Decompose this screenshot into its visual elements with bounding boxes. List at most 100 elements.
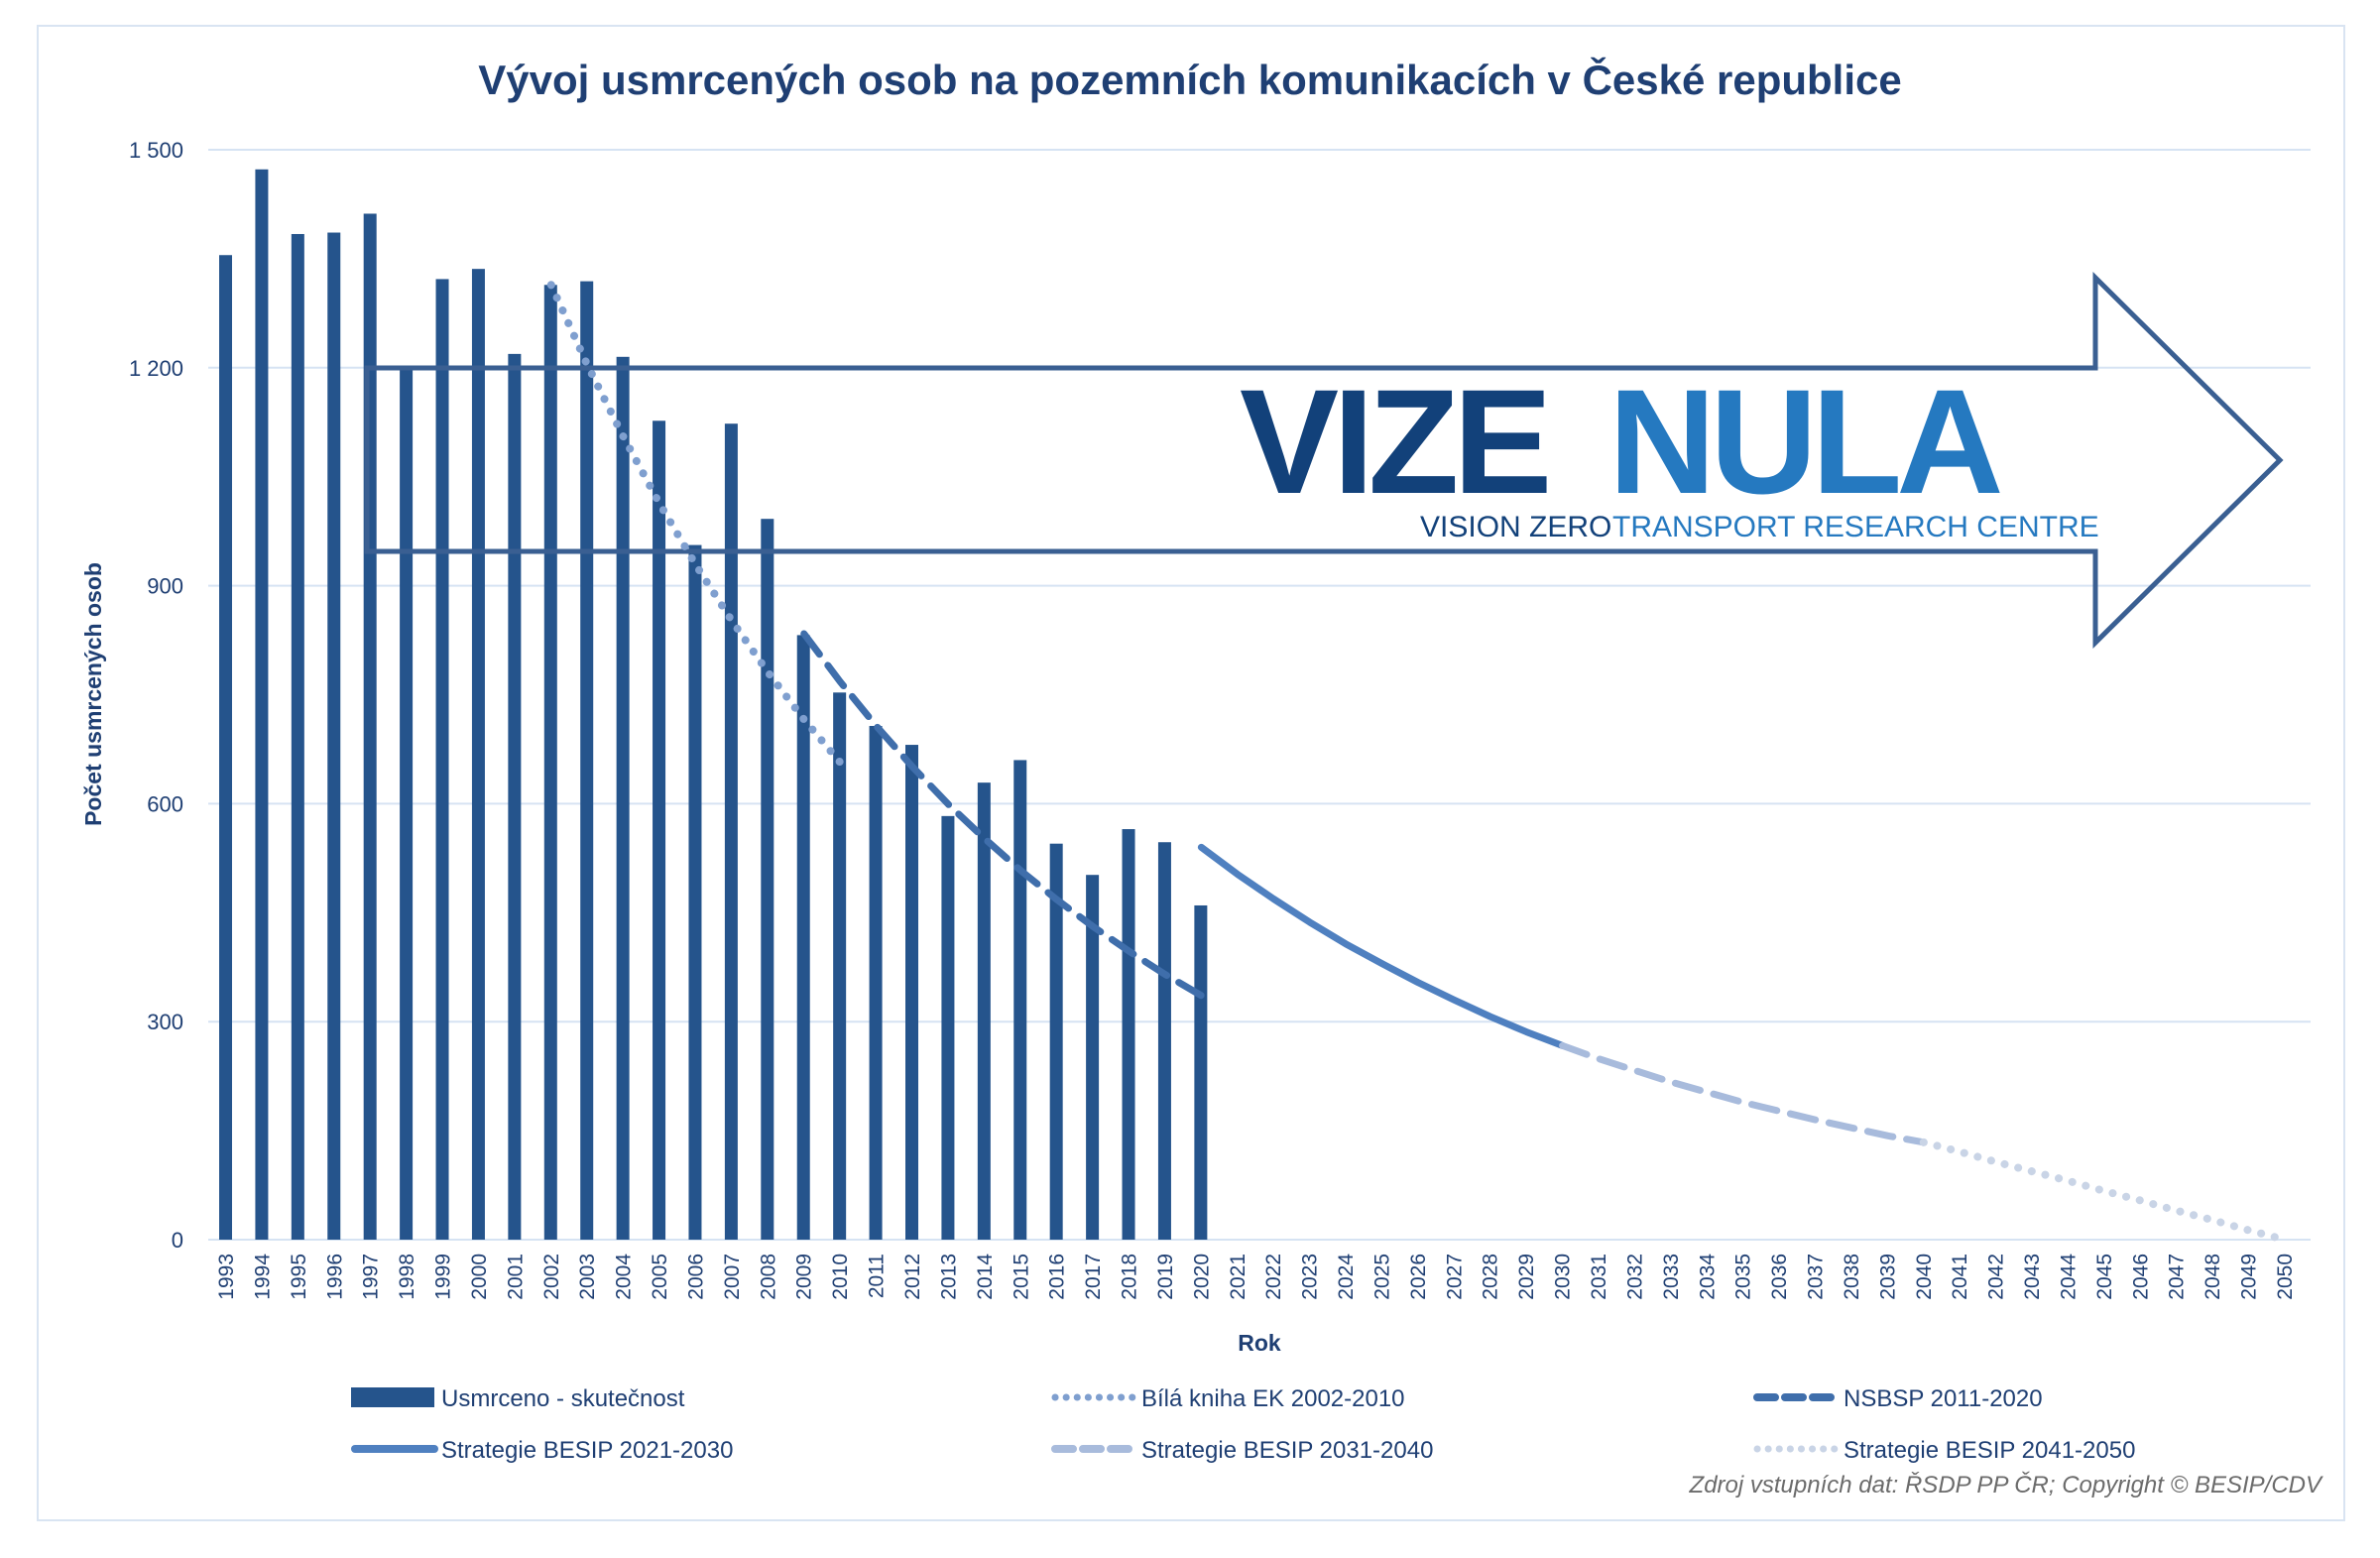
gridlines bbox=[208, 149, 2311, 1241]
legend-label: Strategie BESIP 2031-2040 bbox=[1141, 1437, 1433, 1464]
bar-1995 bbox=[291, 233, 304, 1241]
bar-2017 bbox=[1086, 875, 1100, 1240]
bar-2005 bbox=[653, 420, 666, 1240]
x-tick-label: 1994 bbox=[251, 1254, 274, 1300]
x-tick-label: 2012 bbox=[901, 1254, 924, 1300]
x-tick-label: 2017 bbox=[1082, 1254, 1105, 1300]
vize-nula-logo: VIZE NULA VISION ZERO TRANSPORT RESEARCH… bbox=[1240, 358, 2099, 543]
source-note: Zdroj vstupních dat: ŘSDP PP ČR; Copyrig… bbox=[1689, 1471, 2323, 1498]
x-tick-label: 2043 bbox=[2021, 1254, 2044, 1300]
bar-2013 bbox=[941, 815, 955, 1240]
bar-2014 bbox=[977, 782, 991, 1240]
y-axis-label: Počet usmrcených osob bbox=[80, 562, 106, 826]
x-tick-label: 2023 bbox=[1299, 1254, 1322, 1300]
bar-2011 bbox=[869, 726, 883, 1240]
x-axis-label: Rok bbox=[1238, 1330, 1281, 1356]
x-tick-label: 2029 bbox=[1515, 1254, 1538, 1300]
bar-2015 bbox=[1013, 760, 1027, 1240]
x-tick-label: 2003 bbox=[576, 1254, 599, 1300]
x-tick-label: 2039 bbox=[1876, 1254, 1899, 1300]
legend-item: NSBSP 2011-2020 bbox=[1753, 1385, 2043, 1412]
x-tick-label: 2049 bbox=[2238, 1254, 2261, 1300]
legend-item: Bílá kniha EK 2002-2010 bbox=[1051, 1385, 1405, 1412]
x-tick-label: 2046 bbox=[2129, 1254, 2152, 1300]
x-tick-label: 2040 bbox=[1913, 1254, 1936, 1300]
x-tick-label: 2033 bbox=[1660, 1254, 1683, 1300]
legend-label: Strategie BESIP 2021-2030 bbox=[441, 1437, 733, 1464]
x-tick-label: 2021 bbox=[1227, 1254, 1250, 1300]
legend-label: Usmrceno - skutečnost bbox=[441, 1385, 685, 1412]
bar-2002 bbox=[543, 285, 557, 1240]
bar-2006 bbox=[688, 544, 702, 1240]
x-tick-label: 2048 bbox=[2202, 1254, 2224, 1300]
bar-2016 bbox=[1049, 843, 1063, 1240]
y-tick-label: 1 200 bbox=[129, 356, 183, 381]
legend-item: Usmrceno - skutečnost bbox=[351, 1385, 685, 1412]
legend-label: Strategie BESIP 2041-2050 bbox=[1844, 1437, 2135, 1464]
x-tick-label: 1996 bbox=[323, 1254, 346, 1300]
x-tick-label: 2028 bbox=[1480, 1254, 1502, 1300]
legend-item: Strategie BESIP 2021-2030 bbox=[351, 1437, 733, 1464]
bar-2000 bbox=[471, 269, 485, 1240]
line-strategie-besip-2021-2030 bbox=[1197, 843, 1567, 1049]
x-tick-label: 2034 bbox=[1696, 1254, 1719, 1300]
logo-word-vize: VIZE bbox=[1240, 358, 1547, 525]
x-tick-label: 2032 bbox=[1623, 1254, 1646, 1300]
y-tick-label: 1 500 bbox=[129, 138, 183, 163]
y-tick-label: 600 bbox=[147, 791, 183, 816]
bar-2004 bbox=[616, 356, 630, 1240]
legend: Usmrceno - skutečnost Bílá kniha EK 2002-… bbox=[351, 1385, 2135, 1464]
x-tick-label: 2018 bbox=[1119, 1254, 1141, 1300]
x-tick-label: 1995 bbox=[288, 1254, 310, 1300]
x-tick-label: 2014 bbox=[974, 1254, 997, 1300]
y-tick-label: 300 bbox=[147, 1010, 183, 1034]
logo-word-nula: NULA bbox=[1608, 358, 2000, 525]
x-tick-label: 2035 bbox=[1732, 1254, 1755, 1300]
bar-2018 bbox=[1122, 829, 1135, 1240]
legend-label: Bílá kniha EK 2002-2010 bbox=[1141, 1385, 1405, 1412]
bar-1999 bbox=[435, 279, 449, 1240]
x-tick-label: 2042 bbox=[1985, 1254, 2008, 1300]
legend-item: Strategie BESIP 2031-2040 bbox=[1051, 1437, 1433, 1464]
bar-2008 bbox=[761, 519, 774, 1240]
x-tick-label: 2004 bbox=[613, 1254, 636, 1300]
legend-label: NSBSP 2011-2020 bbox=[1844, 1385, 2043, 1412]
x-tick-label: 1998 bbox=[396, 1254, 418, 1300]
strategy-lines bbox=[546, 281, 2289, 1244]
line-strategie-besip-2041-2050 bbox=[1919, 1138, 2289, 1244]
line-nsbsp-2011-2020 bbox=[800, 630, 1205, 1000]
bar-1998 bbox=[400, 366, 414, 1240]
x-tick-label: 2011 bbox=[866, 1254, 889, 1298]
bar-2020 bbox=[1194, 904, 1208, 1240]
legend-swatch bbox=[351, 1387, 434, 1407]
y-tick-labels: 0 300 600 900 1 200 1 500 bbox=[129, 138, 183, 1253]
bar-2003 bbox=[580, 281, 594, 1240]
x-tick-label: 2025 bbox=[1370, 1254, 1393, 1300]
x-tick-label: 1993 bbox=[215, 1254, 238, 1300]
x-tick-label: 2024 bbox=[1335, 1254, 1358, 1300]
x-tick-label: 2009 bbox=[793, 1254, 816, 1300]
x-tick-label: 2026 bbox=[1407, 1254, 1430, 1300]
x-tick-label: 2041 bbox=[1949, 1254, 1971, 1300]
legend-item: Strategie BESIP 2041-2050 bbox=[1753, 1437, 2135, 1464]
x-tick-label: 2036 bbox=[1768, 1254, 1791, 1300]
bar-2007 bbox=[724, 423, 738, 1240]
x-tick-label: 2037 bbox=[1805, 1254, 1828, 1300]
x-tick-label: 2050 bbox=[2274, 1254, 2297, 1300]
x-tick-labels: 1993 1994 1995 1996 1997 1998 1999 2000 2001 2002… bbox=[215, 1254, 2297, 1300]
bar-2010 bbox=[833, 692, 847, 1240]
arrow-outline bbox=[364, 272, 2284, 649]
x-tick-label: 2038 bbox=[1841, 1254, 1863, 1300]
x-tick-label: 2006 bbox=[684, 1254, 707, 1300]
line-strategie-besip-2031-2040 bbox=[1559, 1041, 1928, 1146]
x-tick-label: 2019 bbox=[1154, 1254, 1177, 1300]
x-tick-label: 2002 bbox=[540, 1254, 563, 1300]
vision-zero-arrow bbox=[364, 272, 2284, 649]
x-tick-label: 2005 bbox=[649, 1254, 671, 1300]
x-tick-label: 2010 bbox=[829, 1254, 852, 1300]
x-tick-label: 2045 bbox=[2093, 1254, 2116, 1300]
y-tick-label: 900 bbox=[147, 574, 183, 599]
logo-sub-vision-zero: VISION ZERO bbox=[1420, 511, 1611, 543]
logo-sub-trc: TRANSPORT RESEARCH CENTRE bbox=[1612, 511, 2099, 543]
